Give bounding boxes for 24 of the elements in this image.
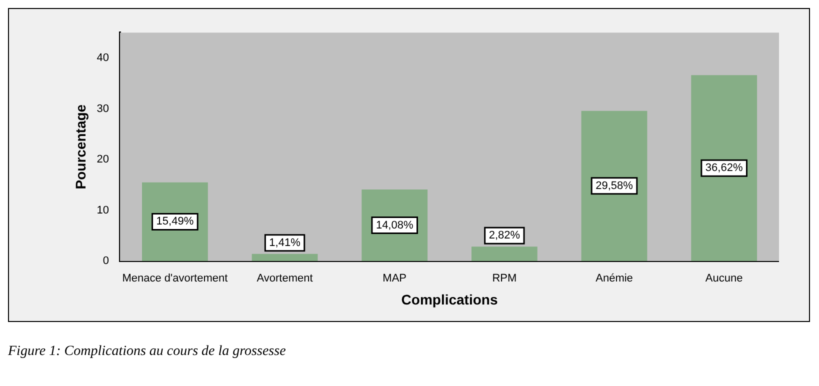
y-axis-title: Pourcentage [72, 104, 88, 190]
y-tick-label: 0 [102, 255, 110, 268]
y-tick-label: 30 [96, 102, 110, 115]
y-tick-label: 20 [96, 154, 110, 166]
bar [252, 254, 318, 261]
data-label: 2,82% [488, 230, 520, 242]
x-tick-label: Menace d'avortement [122, 272, 228, 285]
data-label: 36,62% [705, 162, 743, 174]
bar [691, 75, 758, 261]
y-tick-label: 10 [96, 204, 110, 216]
bar [581, 110, 648, 261]
x-tick-label: RPM [492, 272, 517, 285]
y-tick-label: 40 [96, 52, 110, 64]
caption: Figure 1: Complications au cours de la grossesse [8, 344, 287, 360]
bar [471, 246, 538, 261]
data-label: 15,49% [156, 216, 194, 228]
x-axis-title: Complications [401, 291, 498, 308]
data-label: 1,41% [269, 236, 301, 249]
x-tick-label: MAP [382, 272, 407, 285]
x-tick-label: Avortement [256, 272, 313, 285]
data-label: 14,08% [376, 219, 414, 232]
x-tick-label: Anémie [596, 272, 633, 285]
data-label: 29,58% [596, 180, 634, 192]
x-tick-label: Aucune [705, 272, 743, 285]
